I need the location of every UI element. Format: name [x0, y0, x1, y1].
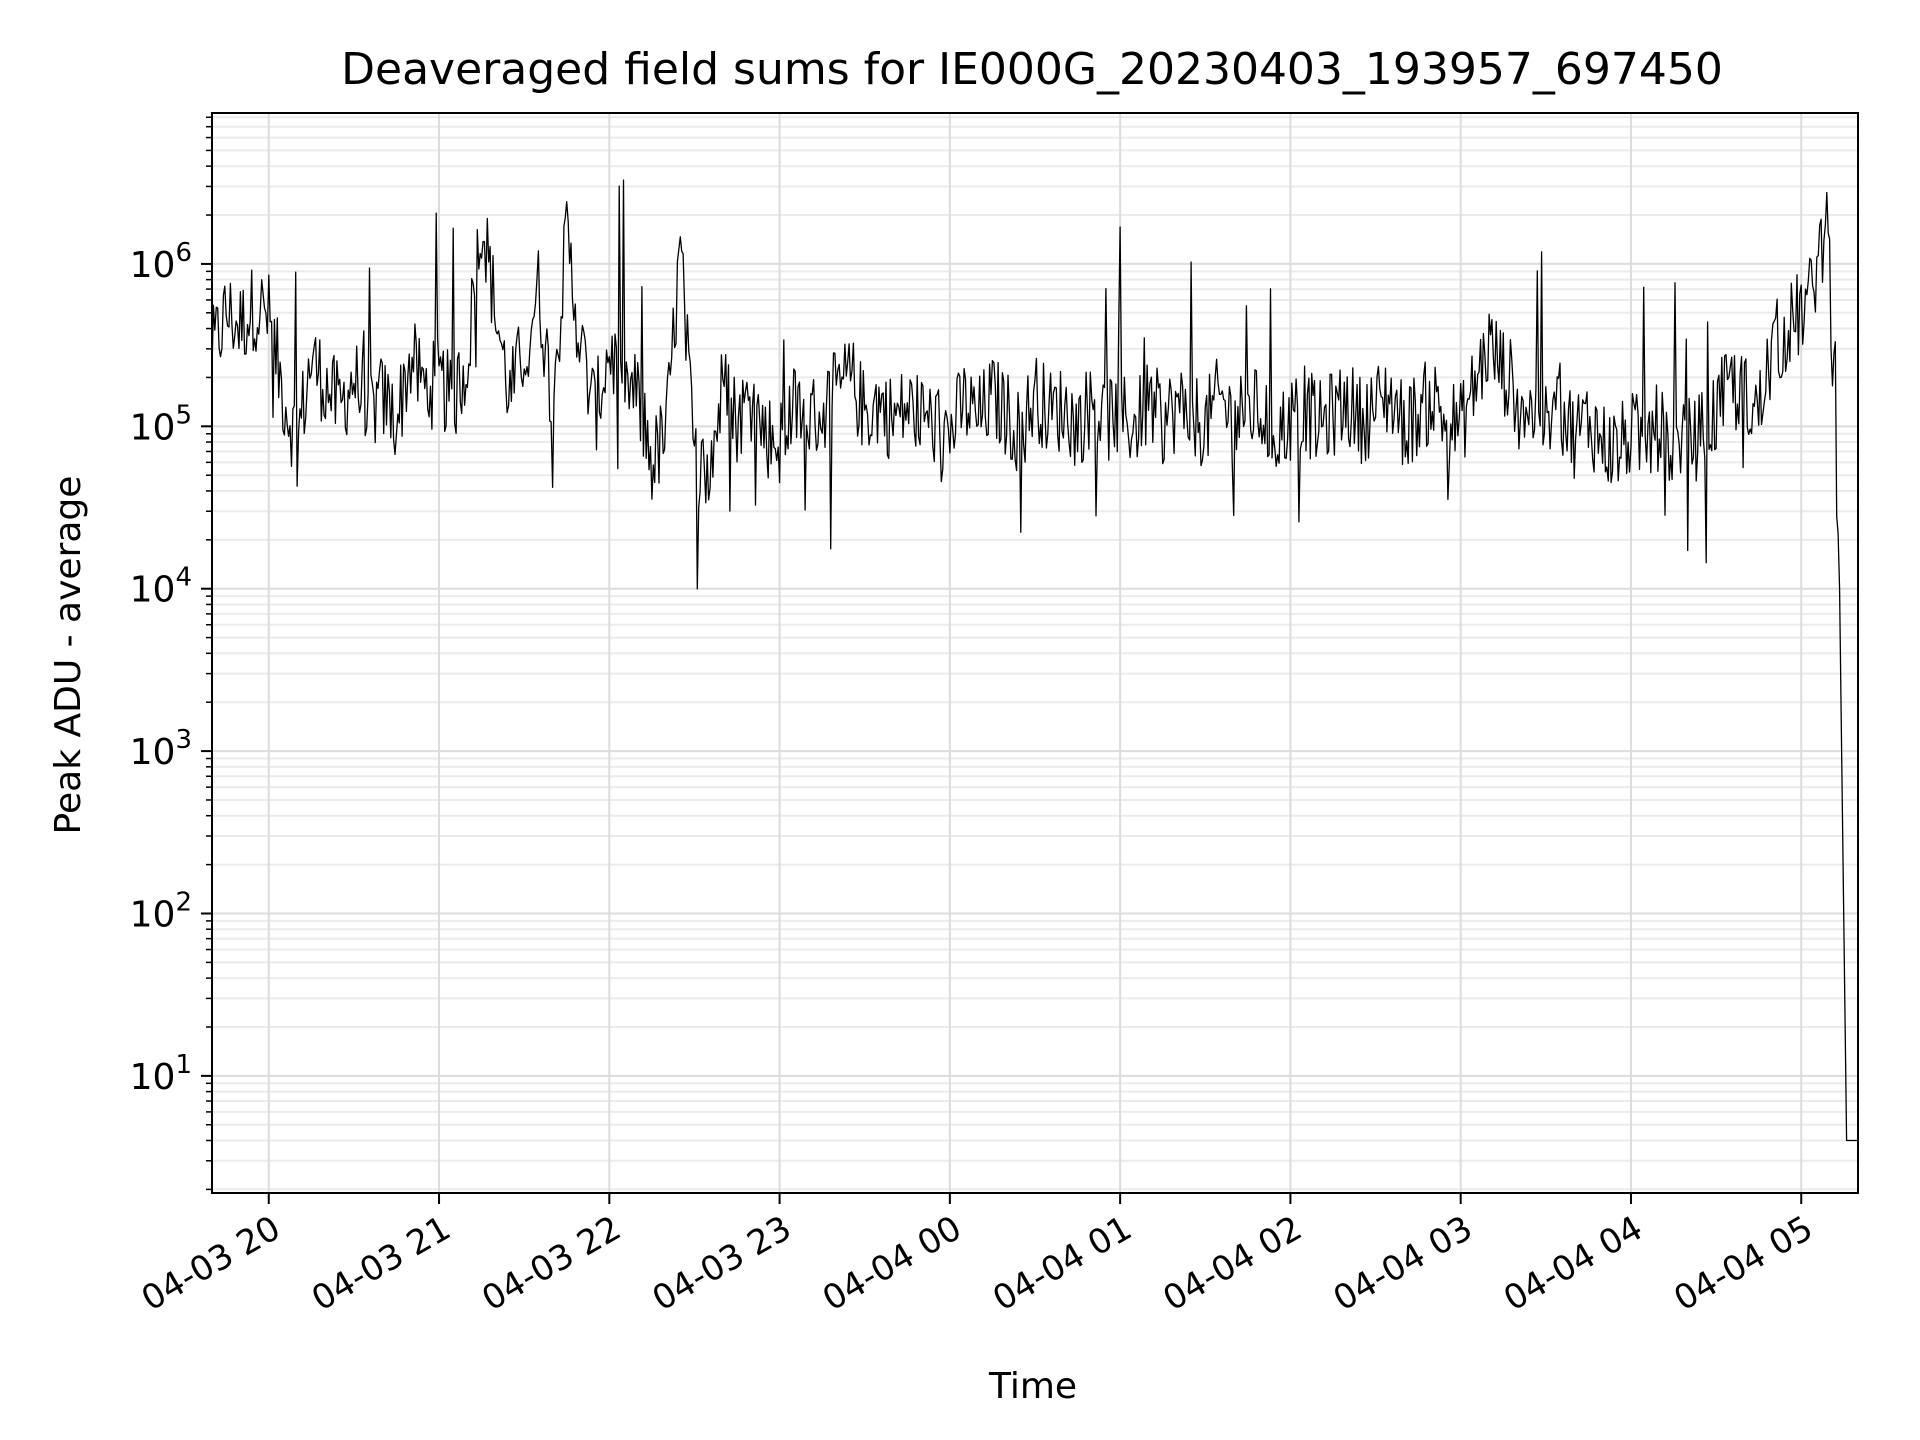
y-tick-label: 104: [130, 563, 192, 611]
y-tick-label: 103: [130, 725, 192, 773]
y-tick-label: 102: [130, 887, 192, 935]
y-tick-label: 105: [130, 400, 192, 448]
series-line: [211, 179, 1858, 1142]
y-tick-label: 101: [130, 1050, 192, 1098]
x-axis-label: Time: [988, 1366, 1077, 1407]
series-layer: [211, 179, 1858, 1142]
y-tick-label: 106: [130, 238, 192, 286]
y-axis-label: Peak ADU - average: [48, 476, 89, 835]
grid: [212, 113, 1858, 1193]
chart-title: Deaveraged field sums for IE000G_2023040…: [341, 44, 1723, 95]
